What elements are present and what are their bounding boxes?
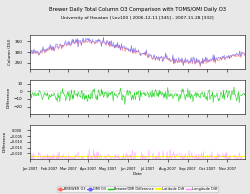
Legend: BREWER O3, OMI O3, Brewer/OMI Difference, Latitude Diff, Longitude Diff: BREWER O3, OMI O3, Brewer/OMI Difference… [57,186,218,192]
Text: Brewer Daily Total Column O3 Comparison with TOMS/OMI Daily O3: Brewer Daily Total Column O3 Comparison … [49,7,226,12]
Y-axis label: Difference: Difference [2,131,6,152]
Text: University of Houston | Lev100 | 2006-12-11 [345] - 2007-11-28 [332]: University of Houston | Lev100 | 2006-12… [61,16,214,20]
Y-axis label: Column (DU): Column (DU) [8,39,12,65]
Y-axis label: Difference: Difference [7,86,11,108]
X-axis label: Date: Date [132,172,142,176]
